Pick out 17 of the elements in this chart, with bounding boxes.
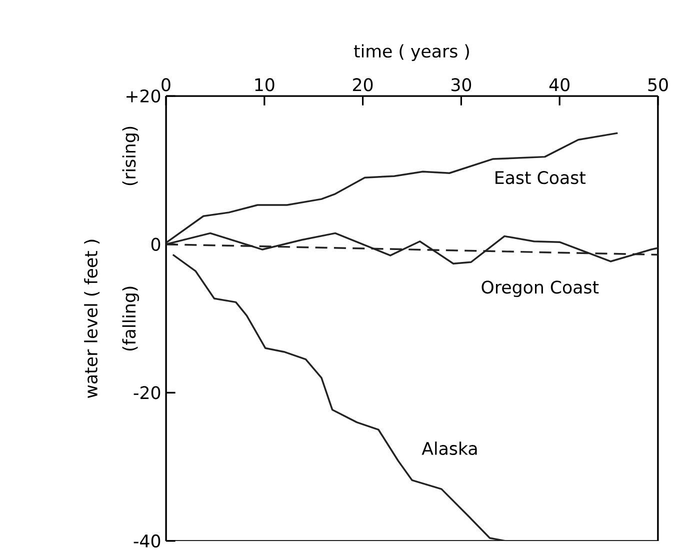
text: (falling) [122,286,140,351]
x-tick-label: 30 [451,78,472,92]
series-label: Alaska [422,442,477,455]
y-tick-label: 0 [151,238,160,251]
y-axis-title: water level ( feet ) [84,240,100,398]
series-label: East Coast [496,171,586,184]
y-tick-label: -20 [134,386,160,400]
y-tick-label: +20 [126,89,160,103]
text: (rising) [122,126,140,186]
series-label: Oregon Coast [482,280,599,298]
x-tick-label: 50 [648,78,668,92]
x-tick-label: 10 [255,78,274,92]
y-tick-label: -40 [134,534,160,548]
x-tick-label: 0 [162,78,170,92]
x-tick-label: 40 [549,78,570,92]
x-axis-title: time ( years ) [354,44,469,62]
x-tick-label: 20 [353,78,373,92]
